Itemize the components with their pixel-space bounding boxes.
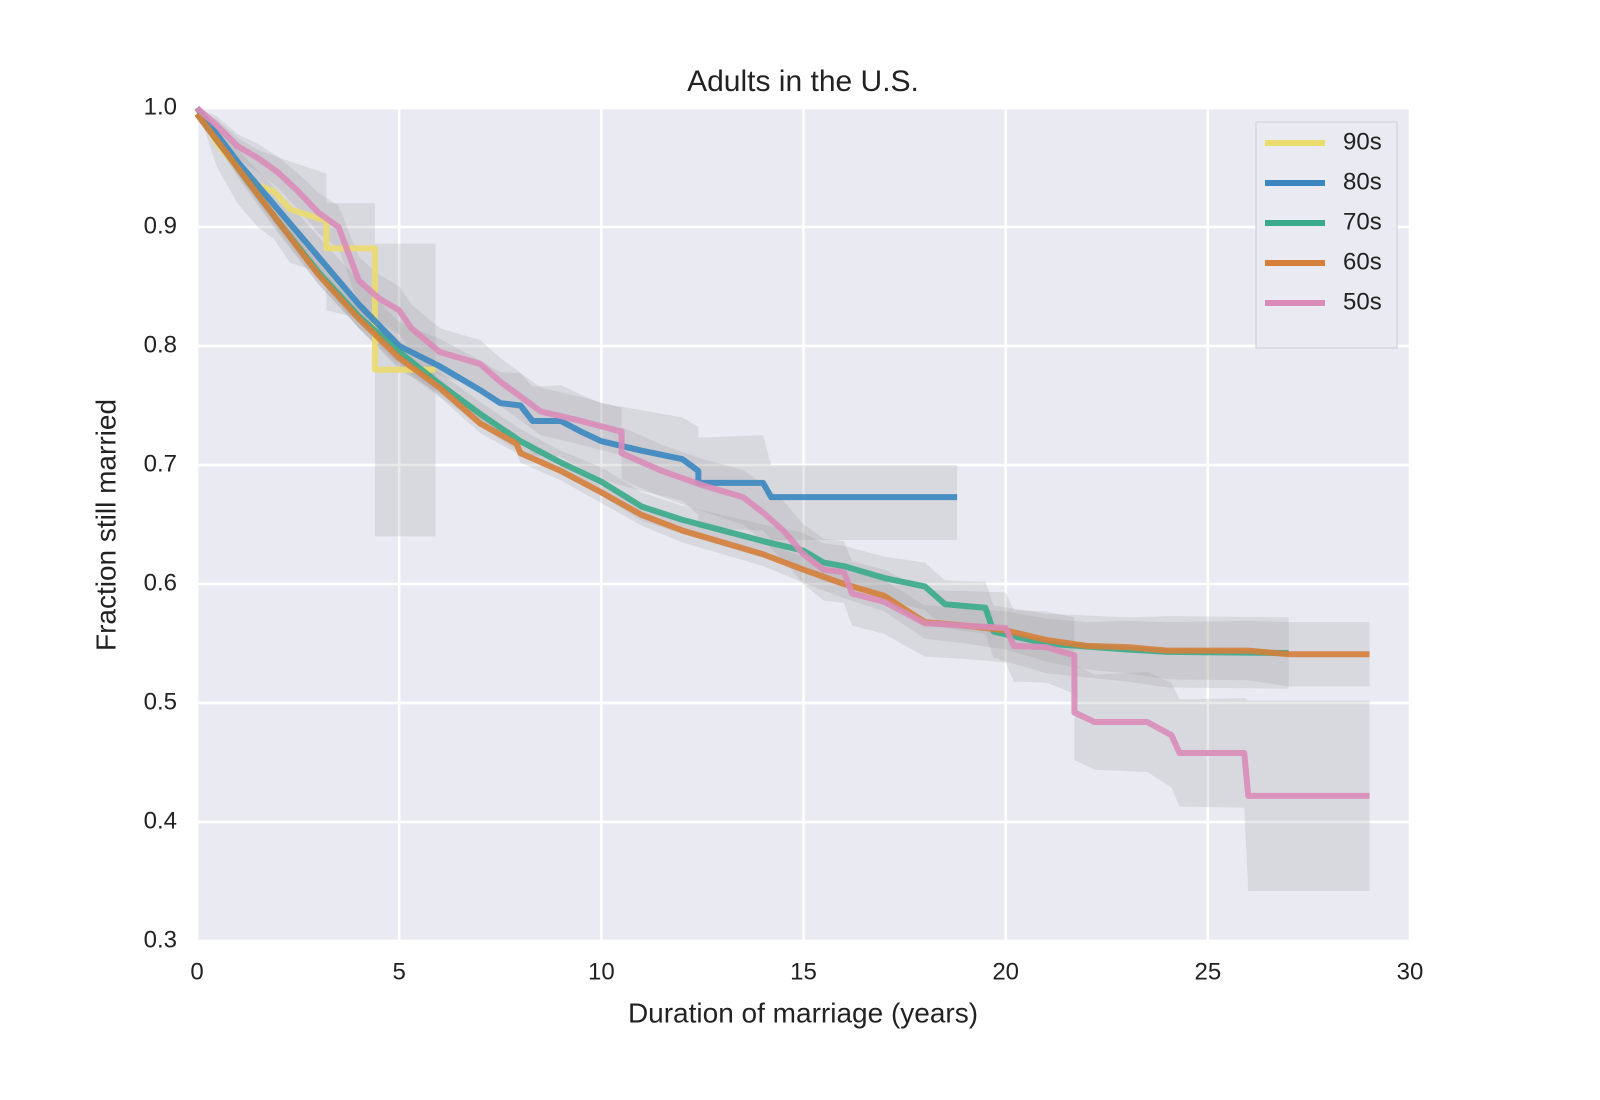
y-tick-label: 0.4	[144, 807, 177, 834]
series-line	[195, 105, 1370, 799]
chart-title: Adults in the U.S.	[687, 65, 919, 98]
confidence-band	[197, 108, 436, 537]
x-tick-label: 20	[992, 958, 1019, 985]
y-axis-label: Fraction still married	[90, 399, 121, 651]
legend-box	[1255, 121, 1398, 349]
legend-label: 50s	[1343, 288, 1382, 315]
series-line	[194, 112, 1370, 658]
y-tick-label: 0.3	[144, 926, 177, 953]
confidence-band	[197, 113, 1370, 687]
legend-label: 80s	[1343, 168, 1382, 195]
x-tick-label: 10	[588, 958, 615, 985]
x-tick-label: 25	[1194, 958, 1221, 985]
confidence-band	[197, 113, 1289, 689]
x-tick-label: 0	[190, 958, 203, 985]
y-tick-label: 0.8	[144, 331, 177, 358]
series-line	[194, 106, 958, 501]
x-tick-label: 30	[1397, 958, 1424, 985]
x-axis-label: Duration of marriage (years)	[628, 997, 978, 1028]
y-tick-label: 0.7	[144, 450, 177, 477]
legend-label: 90s	[1343, 128, 1382, 155]
legend: 90s 80s 70s 60s 50s	[1255, 121, 1398, 349]
x-tick-label: 5	[392, 958, 405, 985]
y-tick-label: 1.0	[144, 93, 177, 120]
grid	[195, 106, 1412, 943]
y-tick-label: 0.5	[144, 688, 177, 715]
legend-label: 60s	[1343, 248, 1382, 275]
lines	[194, 105, 1370, 799]
y-tick-label: 0.6	[144, 569, 177, 596]
x-tick-label: 15	[790, 958, 817, 985]
legend-label: 70s	[1343, 208, 1382, 235]
y-tick-label: 0.9	[144, 212, 177, 239]
